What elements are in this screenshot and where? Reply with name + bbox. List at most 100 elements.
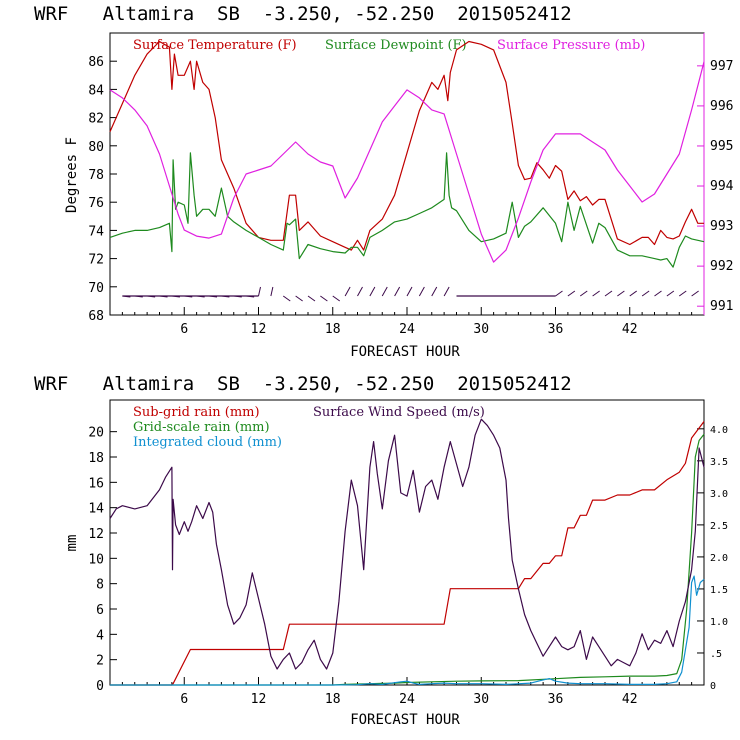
wind-barb xyxy=(567,290,576,297)
y2-tick-label: .5 xyxy=(710,649,722,660)
wind-barb xyxy=(258,286,261,297)
x-tick-label: 30 xyxy=(473,322,489,337)
y-tick-label: 16 xyxy=(88,476,104,491)
x-tick-label: 18 xyxy=(325,322,341,337)
wind-barb xyxy=(629,290,638,297)
top-plot-frame xyxy=(109,32,705,316)
subgrid-rain-line xyxy=(110,421,705,686)
x-tick-label: 12 xyxy=(251,692,267,707)
y-tick-label: 0 xyxy=(96,679,104,694)
y-tick-label: 18 xyxy=(88,451,104,466)
y2-tick-label: 1.5 xyxy=(710,585,728,596)
bottom-y2-ticks: 0 .5 1.0 1.5 2.0 2.5 3.0 3.5 4.0 xyxy=(697,425,728,692)
wind-barb xyxy=(307,295,316,302)
y-tick-label: 14 xyxy=(88,502,104,517)
y-tick-label: 70 xyxy=(88,281,104,296)
y2-tick-label: 3.0 xyxy=(710,489,728,500)
x-tick-label: 42 xyxy=(622,692,638,707)
wind-barb xyxy=(691,290,699,297)
x-tick-label: 24 xyxy=(399,692,415,707)
legend-surface-temperature: Surface Temperature (F) xyxy=(133,38,297,53)
wind-barb xyxy=(394,286,401,297)
x-tick-label: 30 xyxy=(473,692,489,707)
top-y2-ticks: 991 992 993 994 995 996 997 xyxy=(697,59,734,314)
y-tick-label: 84 xyxy=(88,83,104,98)
y2-tick-label: 1.0 xyxy=(710,617,728,628)
wind-barb xyxy=(617,290,625,297)
precipitation-panel: WRF Altamira SB -3.250, -52.250 20150524… xyxy=(34,373,728,728)
surface-dewpoint-line xyxy=(109,152,705,268)
y-tick-label: 80 xyxy=(88,140,104,155)
legend-subgrid-rain: Sub-grid rain (mm) xyxy=(133,405,260,420)
bottom-series xyxy=(109,418,705,686)
bottom-y-axis-label: mm xyxy=(64,535,80,552)
y2-tick-label: 2.5 xyxy=(710,521,728,532)
x-tick-label: 24 xyxy=(399,322,415,337)
wind-barb xyxy=(282,295,291,302)
wind-barb xyxy=(320,295,328,302)
gridscale-rain-line xyxy=(110,433,705,686)
wind-barb xyxy=(344,286,351,297)
top-x-ticks: 6 12 18 24 30 36 42 xyxy=(121,307,693,337)
temperature-panel: WRF Altamira SB -3.250, -52.250 20150524… xyxy=(34,3,734,360)
y2-tick-label: 991 xyxy=(710,299,733,314)
top-y-ticks: 68 70 72 74 76 78 80 82 84 86 xyxy=(88,55,117,324)
top-x-axis-label: FORECAST HOUR xyxy=(350,344,460,360)
y-tick-label: 82 xyxy=(88,112,104,127)
y2-tick-label: 993 xyxy=(710,219,733,234)
y2-tick-label: 0 xyxy=(710,681,716,692)
x-tick-label: 42 xyxy=(622,322,638,337)
y2-tick-label: 992 xyxy=(710,259,733,274)
y2-tick-label: 3.5 xyxy=(710,457,728,468)
wind-barb xyxy=(357,286,363,297)
y-tick-label: 20 xyxy=(88,426,104,441)
wind-barb xyxy=(604,290,613,297)
top-y-axis-label: Degrees F xyxy=(64,137,80,213)
y-tick-label: 68 xyxy=(88,309,104,324)
wind-barb xyxy=(270,286,274,297)
y-tick-label: 4 xyxy=(96,628,104,643)
y2-tick-label: 2.0 xyxy=(710,553,728,564)
x-tick-label: 12 xyxy=(251,322,267,337)
wind-barb xyxy=(369,286,376,297)
wind-barb xyxy=(666,290,675,297)
wind-barb xyxy=(641,290,650,297)
y-tick-label: 8 xyxy=(96,578,104,593)
legend-gridscale-rain: Grid-scale rain (mm) xyxy=(133,420,270,435)
wind-barb xyxy=(431,286,438,297)
y-tick-label: 72 xyxy=(88,253,104,268)
y2-tick-label: 996 xyxy=(710,99,733,114)
top-chart-title: WRF Altamira SB -3.250, -52.250 20150524… xyxy=(34,3,572,25)
y-tick-label: 86 xyxy=(88,55,104,70)
wind-barb xyxy=(418,286,425,297)
y2-tick-label: 994 xyxy=(710,179,734,194)
wind-barb xyxy=(381,286,388,297)
wind-barb xyxy=(654,290,662,297)
wind-barb xyxy=(406,286,413,297)
y-tick-label: 74 xyxy=(88,224,104,239)
surface-wind-speed-line xyxy=(109,418,705,670)
y-tick-label: 12 xyxy=(88,527,104,542)
wind-barbs xyxy=(122,286,699,302)
x-tick-label: 6 xyxy=(180,692,188,707)
wind-barb xyxy=(579,290,588,297)
x-tick-label: 36 xyxy=(548,322,564,337)
y-tick-label: 6 xyxy=(96,603,104,618)
legend-surface-pressure: Surface Pressure (mb) xyxy=(497,38,645,53)
x-tick-label: 6 xyxy=(180,322,188,337)
x-tick-label: 36 xyxy=(548,692,564,707)
legend-integrated-cloud: Integrated cloud (mm) xyxy=(133,435,282,450)
wind-barb xyxy=(555,290,563,297)
wind-barb xyxy=(443,286,450,297)
surface-temperature-line xyxy=(109,40,704,251)
y-tick-label: 76 xyxy=(88,196,104,211)
top-series xyxy=(109,40,705,268)
y2-tick-label: 995 xyxy=(710,139,733,154)
integrated-cloud-line xyxy=(110,575,705,686)
wind-barb xyxy=(592,290,600,297)
x-tick-label: 18 xyxy=(325,692,341,707)
wind-barb xyxy=(678,290,687,297)
y2-tick-label: 997 xyxy=(710,59,733,74)
legend-surface-wind-speed: Surface Wind Speed (m/s) xyxy=(313,405,485,420)
